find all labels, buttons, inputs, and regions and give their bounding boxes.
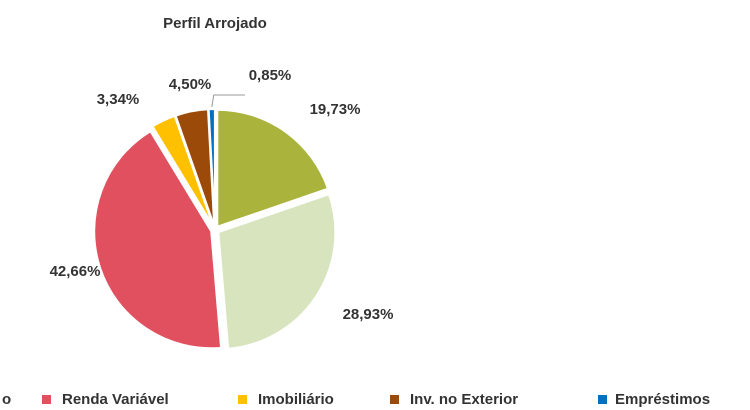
legend-label: Imobiliário <box>258 391 334 408</box>
data-label: 19,73% <box>310 101 361 118</box>
legend-marker <box>598 395 607 404</box>
pie-slice <box>216 108 330 229</box>
leader-line <box>211 94 245 108</box>
data-label: 3,34% <box>97 91 140 108</box>
data-label: 4,50% <box>169 76 212 93</box>
legend-marker <box>42 395 51 404</box>
data-label: 42,66% <box>50 263 101 280</box>
data-label: 0,85% <box>249 67 292 84</box>
data-label: 28,93% <box>343 306 394 323</box>
legend-label: Renda Variável <box>62 391 169 408</box>
chart-title: Perfil Arrojado <box>163 15 267 32</box>
legend-label: o <box>2 391 11 408</box>
pie-slice <box>217 192 337 350</box>
pie-slice <box>207 108 216 227</box>
legend-label: Empréstimos <box>615 391 710 408</box>
pie-slice <box>93 129 223 350</box>
legend-label: Inv. no Exterior <box>410 391 518 408</box>
legend-marker <box>238 395 247 404</box>
legend-marker <box>390 395 399 404</box>
